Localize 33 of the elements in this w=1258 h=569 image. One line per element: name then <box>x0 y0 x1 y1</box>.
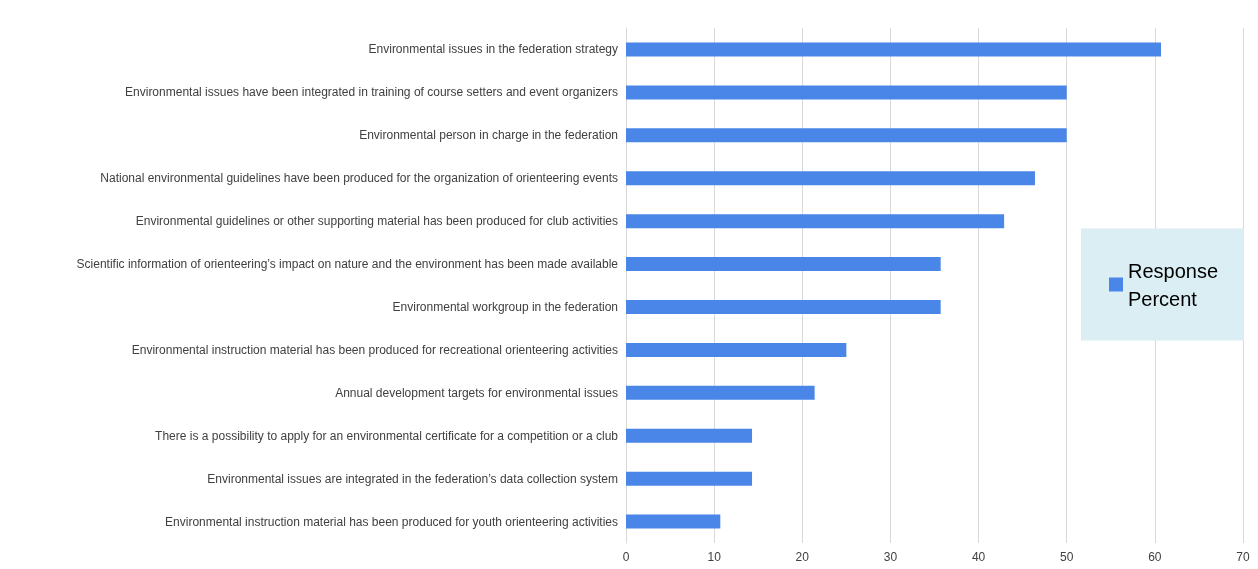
bar <box>626 471 753 486</box>
y-tick-label: There is a possibility to apply for an environmental certificate for a competition or a club <box>155 428 619 443</box>
y-tick-label: Scientific information of orienteering’s impact on nature and the environment has been made available <box>76 257 619 272</box>
x-tick-label: 70 <box>1236 550 1250 564</box>
y-tick-label: Environmental workgroup in the federation <box>392 299 618 314</box>
y-tick-label: Environmental guidelines or other supporting material has been produced for club activities <box>135 214 618 229</box>
bar <box>626 171 1035 186</box>
y-tick-label: Environmental person in charge in the federation <box>359 128 618 143</box>
bar <box>626 257 941 272</box>
y-tick-label: Environmental issues in the federation strategy <box>368 42 618 57</box>
x-tick-label: 40 <box>971 550 986 564</box>
y-tick-label: Environmental instruction material has been produced for recreational orienteering activities <box>131 342 618 357</box>
bar <box>626 128 1067 143</box>
bar <box>626 342 847 357</box>
y-tick-label: National environmental guidelines have been produced for the organization of orienteering events <box>100 171 618 186</box>
y-tick-label: Environmental instruction material has been produced for youth orienteering activities <box>165 514 618 529</box>
x-tick-label: 50 <box>1060 550 1074 564</box>
bar <box>626 514 721 529</box>
y-tick-label: Environmental issues have been integrated in training of course setters and event organizers <box>125 85 618 100</box>
x-tick-label: 60 <box>1148 550 1162 564</box>
x-tick-label: 20 <box>795 550 810 564</box>
bar <box>626 85 1067 100</box>
bar <box>626 428 753 443</box>
legend-label: Response Percent <box>1128 259 1224 310</box>
bar <box>626 214 1005 229</box>
x-tick-label: 10 <box>707 550 722 564</box>
bar <box>626 42 1162 57</box>
y-tick-label: Annual development targets for environmental issues <box>335 385 618 400</box>
x-tick-label: 0 <box>622 550 630 564</box>
y-tick-label: Environmental issues are integrated in the federation’s data collection system <box>207 471 618 486</box>
x-tick-label: 30 <box>883 550 898 564</box>
bar <box>626 385 815 400</box>
bar <box>626 299 941 314</box>
